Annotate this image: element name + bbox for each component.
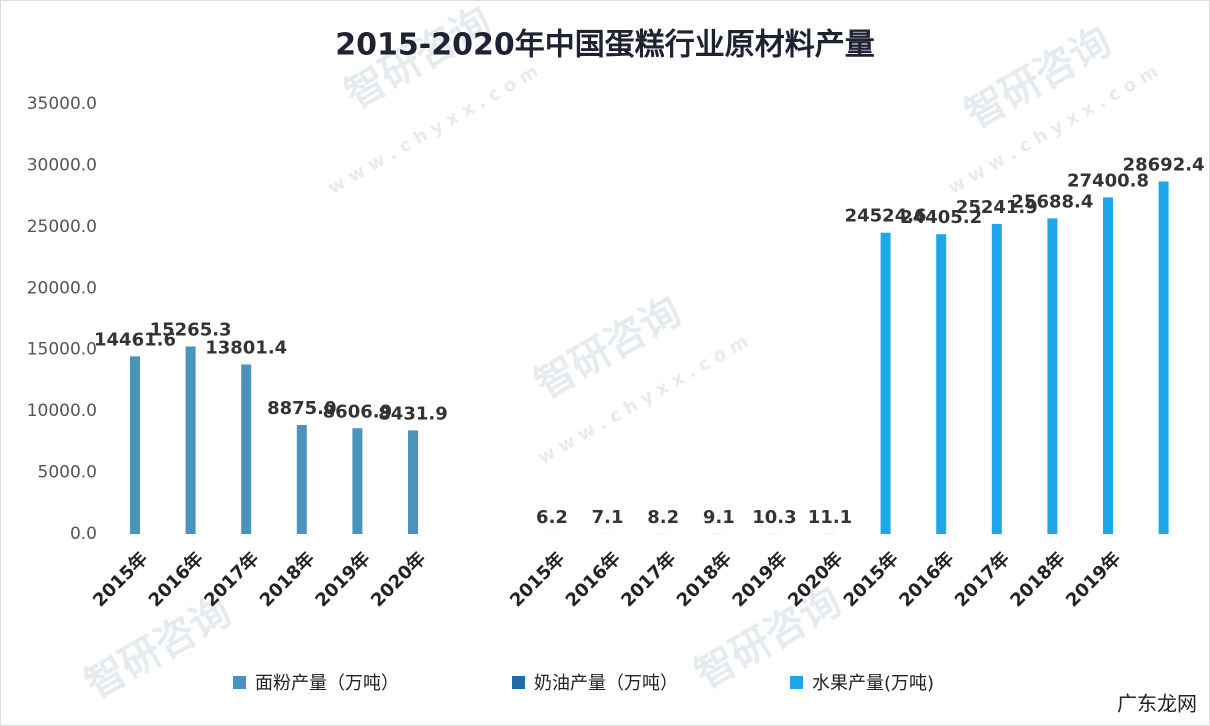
value-label: 8606.9 (323, 401, 392, 422)
bar (352, 428, 363, 534)
value-label: 13801.4 (205, 337, 287, 358)
source-badge: 广东龙网 (1117, 692, 1197, 716)
bar (1047, 218, 1058, 534)
bar (1158, 181, 1169, 534)
value-label: 25688.4 (1011, 191, 1093, 212)
legend-swatch (790, 676, 803, 689)
value-label: 6.2 (536, 507, 568, 528)
bar (296, 424, 307, 534)
bar (241, 364, 252, 534)
value-label: 15265.3 (150, 319, 232, 340)
bar (936, 234, 947, 535)
value-label: 8.2 (647, 507, 679, 528)
chart-title: 2015-2020年中国蛋糕行业原材料产量 (335, 28, 874, 63)
bar (408, 430, 418, 534)
legend-swatch (233, 676, 246, 689)
value-label: 25241.9 (956, 197, 1038, 218)
value-label: 8431.9 (378, 403, 447, 424)
bar (991, 223, 1002, 534)
y-tick-label: 35000.0 (27, 94, 97, 114)
value-label: 14461.6 (94, 329, 176, 350)
bar (185, 346, 196, 534)
legend-swatch (512, 676, 525, 689)
y-tick-label: 5000.0 (38, 463, 97, 483)
value-label: 24524.6 (845, 206, 927, 227)
y-tick-label: 15000.0 (27, 340, 97, 360)
value-label: 10.3 (752, 507, 796, 528)
y-tick-label: 10000.0 (27, 401, 97, 421)
bar (130, 356, 140, 534)
y-tick-label: 30000.0 (27, 155, 97, 175)
legend-label: 奶油产量（万吨） (534, 673, 678, 694)
y-tick-label: 20000.0 (27, 278, 97, 298)
value-label: 8875.0 (267, 398, 336, 419)
y-tick-label: 25000.0 (27, 217, 97, 237)
value-label: 27400.8 (1067, 170, 1149, 191)
bar (1103, 197, 1113, 534)
value-label: 11.1 (808, 507, 852, 528)
value-label: 9.1 (703, 507, 735, 528)
value-label: 7.1 (592, 507, 624, 528)
legend-label: 面粉产量（万吨） (255, 673, 399, 694)
legend-label: 水果产量(万吨) (812, 673, 934, 694)
y-tick-label: 0.0 (70, 524, 97, 544)
value-label: 28692.4 (1123, 154, 1205, 175)
value-label: 24405.2 (900, 207, 982, 228)
bar (880, 232, 891, 535)
